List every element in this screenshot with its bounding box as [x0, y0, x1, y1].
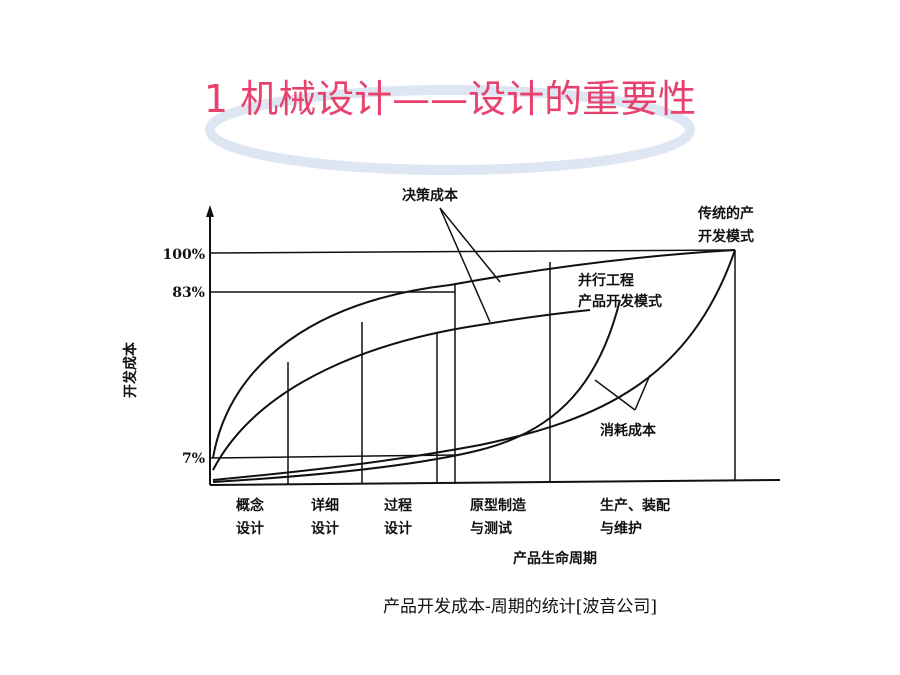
phase-label: 与测试 — [470, 520, 512, 537]
leader — [634, 374, 651, 411]
concurrent-decision-curve — [212, 309, 591, 471]
curve-label: 消耗成本 — [600, 422, 657, 439]
curve-label: 决策成本 — [402, 187, 459, 204]
traditional-consumption-curve — [212, 249, 736, 481]
decision-cost-curve — [212, 249, 736, 459]
caption: 产品开发成本-周期的统计[波音公司] — [383, 597, 657, 617]
phase-label: 原型制造 — [470, 497, 526, 514]
y-tick-label: 83% — [172, 285, 205, 301]
phase-label: 设计 — [384, 520, 412, 537]
phase-label: 概念 — [236, 497, 265, 514]
x-axis-label: 产品生命周期 — [513, 550, 597, 567]
x-axis — [209, 479, 781, 486]
level-100 — [209, 249, 736, 254]
y-tick-label: 100% — [162, 247, 205, 263]
curve-label: 产品开发模式 — [578, 293, 662, 310]
leader — [439, 207, 491, 323]
leader — [439, 207, 501, 283]
phase-label: 详细 — [311, 497, 339, 514]
leader — [594, 379, 636, 411]
y-axis-label: 开发成本 — [122, 341, 139, 398]
phase-label: 与维护 — [600, 520, 642, 537]
y-tick-label: 7% — [182, 451, 205, 467]
phase-label: 设计 — [311, 520, 339, 537]
phase-label: 过程 — [384, 497, 412, 514]
diagram: 开发成本 100% 83% 7% 概念 设计 详细 设计 过程 设计 原型制造 … — [122, 187, 781, 567]
axis-arrow — [206, 205, 214, 217]
concurrent-consumption-curve — [212, 299, 621, 483]
phase-label: 生产、装配 — [600, 497, 670, 514]
curve-label: 并行工程 — [578, 272, 634, 289]
curve-label: 传统的产 — [697, 205, 754, 222]
watermark — [205, 85, 695, 175]
phase-label: 设计 — [236, 520, 264, 537]
curve-label: 开发模式 — [698, 228, 754, 245]
slide-title: 1 机械设计——设计的重要性 — [204, 77, 696, 121]
